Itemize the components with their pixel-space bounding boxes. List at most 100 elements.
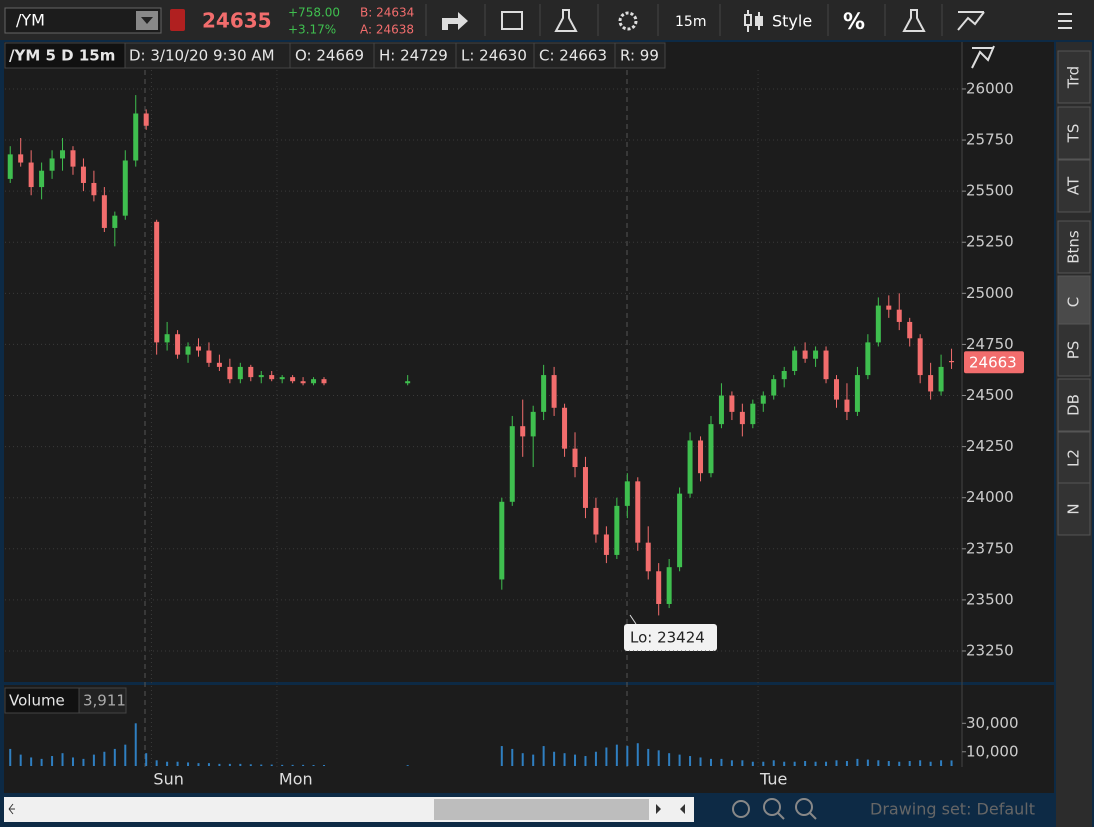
- sidebar-tab[interactable]: [1057, 482, 1091, 536]
- volume-bar: [563, 753, 566, 766]
- candle-body: [321, 379, 327, 384]
- candle-body: [750, 403, 756, 425]
- volume-bar: [30, 757, 33, 766]
- candle-body: [698, 440, 704, 474]
- candle-body: [195, 346, 201, 351]
- sidebar-tab[interactable]: [1057, 323, 1091, 377]
- volume-bar: [709, 758, 712, 766]
- sidebar-tab[interactable]: [1057, 106, 1091, 160]
- volume-tick-label: 30,000: [966, 714, 1019, 732]
- candle-body: [290, 377, 296, 382]
- volume-bar: [521, 753, 524, 766]
- price-tag: 24663: [969, 354, 1017, 372]
- candle-body: [844, 399, 850, 412]
- y-tick-label: 25000: [966, 284, 1014, 302]
- dropdown-arrow: [141, 17, 153, 24]
- volume-bar: [615, 744, 618, 766]
- scroll-left[interactable]: [8, 803, 15, 815]
- sidebar-tab-label[interactable]: L2: [1065, 449, 1083, 467]
- volume-bar: [270, 764, 273, 766]
- volume-bar: [542, 746, 545, 766]
- volume-bar: [9, 748, 12, 766]
- candle-body: [729, 395, 735, 412]
- candle-body: [603, 534, 609, 555]
- strategy-icon[interactable]: [902, 9, 926, 32]
- sidebar-tab-label[interactable]: DB: [1065, 394, 1083, 416]
- volume-bar: [124, 744, 127, 766]
- volume-bar: [835, 760, 838, 766]
- candle-body: [656, 571, 662, 604]
- volume-bar: [804, 761, 807, 766]
- y-tick-label: 24500: [966, 386, 1014, 404]
- share-icon[interactable]: [442, 12, 468, 30]
- sidebar-tab-label[interactable]: AT: [1065, 176, 1083, 195]
- bid: B: 24634: [360, 6, 414, 20]
- volume-bar: [866, 759, 869, 766]
- scale-icon[interactable]: [971, 45, 995, 69]
- snapshot-icon[interactable]: [501, 11, 523, 30]
- volume-bar: [500, 746, 503, 766]
- volume-bar: [187, 762, 190, 766]
- volume-bar: [302, 764, 305, 766]
- volume-bar: [511, 748, 514, 766]
- volume-bar: [730, 760, 733, 766]
- candle-body: [781, 370, 787, 380]
- volume-bar: [877, 760, 880, 766]
- volume-bar: [856, 758, 859, 766]
- candle-body: [917, 338, 923, 376]
- symbol-box[interactable]: [4, 7, 162, 34]
- drawing-set[interactable]: Drawing set: Default: [870, 800, 1035, 819]
- sidebar-tab-label[interactable]: Btns: [1065, 230, 1083, 264]
- volume-bar: [657, 750, 660, 766]
- sidebar-tab-label[interactable]: Trd: [1065, 66, 1083, 89]
- percent[interactable]: %: [843, 10, 865, 35]
- volume-bar: [783, 761, 786, 766]
- y-tick-label: 26000: [966, 79, 1014, 97]
- alert-icon[interactable]: [170, 9, 185, 31]
- volume-bar: [40, 758, 43, 766]
- candle-body: [949, 360, 955, 363]
- volume-pane: [4, 685, 1054, 767]
- candle-body: [802, 350, 808, 359]
- sidebar-tab[interactable]: [1057, 220, 1091, 274]
- settings-icon[interactable]: [618, 11, 638, 31]
- volume-tick-label: 10,000: [966, 742, 1019, 760]
- candle-body: [551, 375, 557, 408]
- candle-body: [635, 481, 641, 543]
- volume-bar: [574, 754, 577, 766]
- zoom-controls[interactable]: [732, 798, 817, 820]
- sidebar-tab[interactable]: [1057, 378, 1091, 432]
- price-pane: [4, 42, 1054, 682]
- volume-bar: [92, 754, 95, 766]
- studies-icon[interactable]: [554, 9, 578, 32]
- drawing-icon[interactable]: [957, 11, 985, 31]
- sidebar-tab-label[interactable]: N: [1065, 503, 1083, 514]
- style[interactable]: Style: [772, 12, 812, 31]
- sidebar-tab-label[interactable]: PS: [1065, 341, 1083, 360]
- candle-body: [258, 375, 264, 378]
- volume-bar: [155, 760, 158, 766]
- candle-body: [154, 221, 160, 343]
- scroll-thumb[interactable]: [434, 799, 649, 820]
- candle-body: [499, 501, 505, 580]
- sidebar-tab-label[interactable]: TS: [1065, 124, 1083, 144]
- volume-bar: [532, 754, 535, 766]
- volume-bar: [950, 760, 953, 766]
- candle-body: [91, 182, 97, 196]
- interval[interactable]: 15m: [675, 14, 706, 30]
- sidebar-tab[interactable]: [1057, 50, 1091, 104]
- candle-icon[interactable]: [744, 10, 763, 32]
- sidebar-tab[interactable]: [1057, 159, 1091, 213]
- sidebar-tab-label[interactable]: C: [1065, 297, 1083, 307]
- symbol: /YM: [16, 11, 45, 30]
- y-tick-label: 24250: [966, 437, 1014, 455]
- candle-body: [771, 379, 777, 396]
- pct-change: +3.17%: [288, 23, 336, 37]
- candle-body: [614, 505, 620, 555]
- candle-body: [112, 215, 118, 228]
- candle-body: [101, 195, 107, 228]
- time-axis: [4, 767, 1054, 793]
- volume-bar: [553, 751, 556, 766]
- menu-icon[interactable]: [1058, 13, 1072, 29]
